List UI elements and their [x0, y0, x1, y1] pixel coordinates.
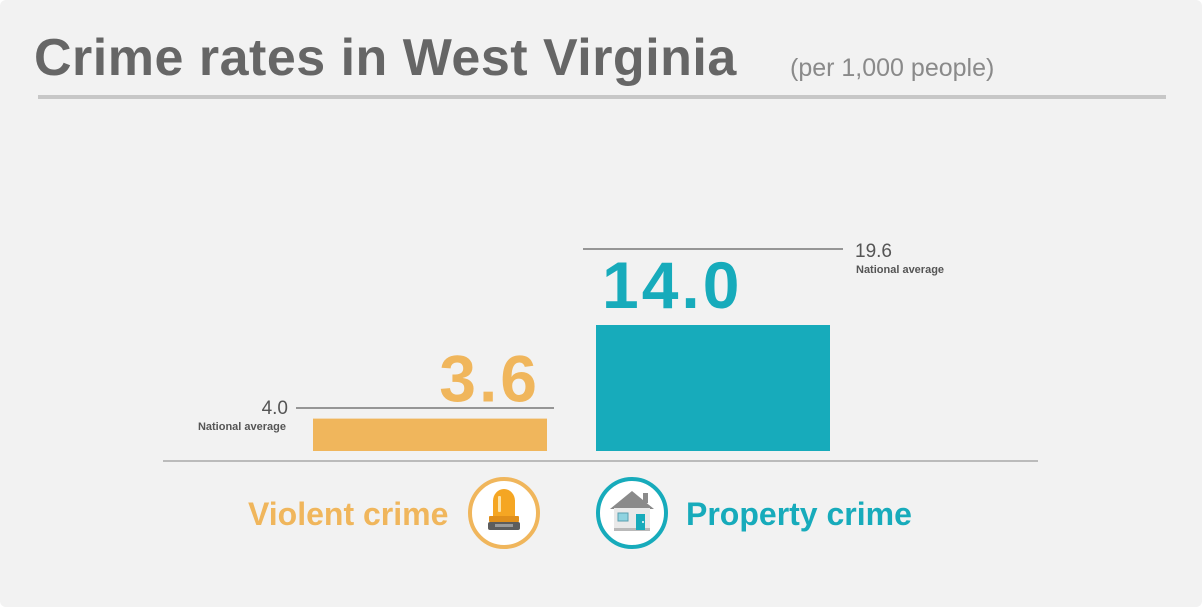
national-average-value-property: 19.6 [855, 241, 892, 262]
bar-property-crime [596, 325, 830, 451]
national-average-label-property: National average [856, 264, 944, 276]
value-label-property-crime: 14.0 [602, 248, 742, 322]
chart-title: Crime rates in West Virginia [34, 29, 737, 87]
national-average-value-violent: 4.0 [262, 398, 288, 419]
title-divider [38, 95, 1166, 99]
category-label-violent-crime: Violent crime [248, 496, 449, 532]
category-label-property-crime: Property crime [686, 496, 912, 532]
siren-icon [468, 477, 540, 549]
bar-violent-crime [313, 418, 547, 451]
value-label-violent-crime: 3.6 [439, 342, 540, 416]
national-average-label-violent: National average [198, 421, 286, 433]
chart-subtitle: (per 1,000 people) [790, 54, 995, 82]
house-icon [596, 477, 668, 549]
